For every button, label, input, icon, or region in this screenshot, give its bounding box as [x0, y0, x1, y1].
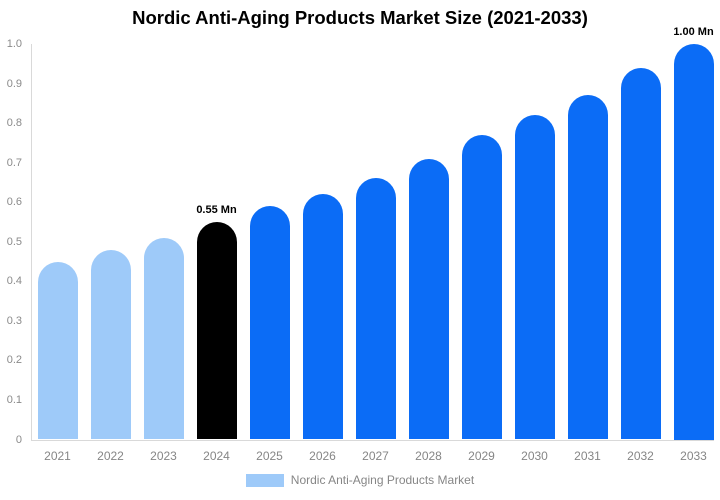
- y-tick-label-0.6: 0.6: [6, 196, 22, 209]
- x-label-2028: 2028: [415, 449, 442, 463]
- legend[interactable]: Nordic Anti-Aging Products Market: [0, 473, 720, 487]
- x-label-2023: 2023: [150, 449, 177, 463]
- x-label-2026: 2026: [309, 449, 336, 463]
- x-label-2027: 2027: [362, 449, 389, 463]
- bar-2030[interactable]: [514, 115, 555, 440]
- y-tick-label-0.1: 0.1: [6, 393, 22, 406]
- value-label-2033: 1.00 Mn: [673, 26, 714, 38]
- y-tick-label-0.8: 0.8: [6, 117, 22, 130]
- chart-title: Nordic Anti-Aging Products Market Size (…: [132, 7, 588, 28]
- y-tick-label-0: 0: [15, 433, 22, 446]
- y-tick-label-0.3: 0.3: [6, 314, 22, 327]
- y-axis-line: [31, 44, 32, 440]
- x-label-2032: 2032: [627, 449, 654, 463]
- x-label-2031: 2031: [574, 449, 601, 463]
- x-label-2029: 2029: [468, 449, 495, 463]
- legend-swatch-icon: [245, 473, 284, 487]
- bar-2025[interactable]: [249, 206, 290, 440]
- bar-2026[interactable]: [302, 194, 343, 440]
- y-tick-label-0.2: 0.2: [6, 354, 22, 367]
- bar-2023[interactable]: [143, 237, 184, 440]
- y-tick-label-1.0: 1.0: [6, 38, 22, 50]
- x-label-2024: 2024: [203, 449, 230, 463]
- bar-2021[interactable]: [37, 261, 78, 440]
- x-label-2025: 2025: [256, 449, 283, 463]
- bar-2032[interactable]: [620, 67, 661, 440]
- y-tick-label-0.5: 0.5: [6, 235, 22, 248]
- bar-2022[interactable]: [90, 249, 131, 440]
- value-label-2024: 0.55 Mn: [196, 203, 237, 216]
- x-label-2030: 2030: [521, 449, 548, 463]
- x-label-2021: 2021: [44, 449, 71, 463]
- bar-2024[interactable]: [196, 221, 237, 440]
- bar-2031[interactable]: [567, 95, 608, 440]
- y-tick-label-0.4: 0.4: [6, 275, 22, 288]
- bar-2033[interactable]: [673, 44, 714, 440]
- bar-2029[interactable]: [461, 134, 502, 440]
- bar-2027[interactable]: [355, 178, 396, 440]
- bar-2028[interactable]: [408, 158, 449, 440]
- y-tick-label-0.7: 0.7: [6, 156, 22, 169]
- y-tick-label-0.9: 0.9: [6, 77, 22, 90]
- legend-label: Nordic Anti-Aging Products Market: [290, 473, 475, 487]
- x-axis-line: [31, 440, 714, 441]
- x-label-2033: 2033: [680, 449, 707, 463]
- x-label-2022: 2022: [97, 449, 124, 463]
